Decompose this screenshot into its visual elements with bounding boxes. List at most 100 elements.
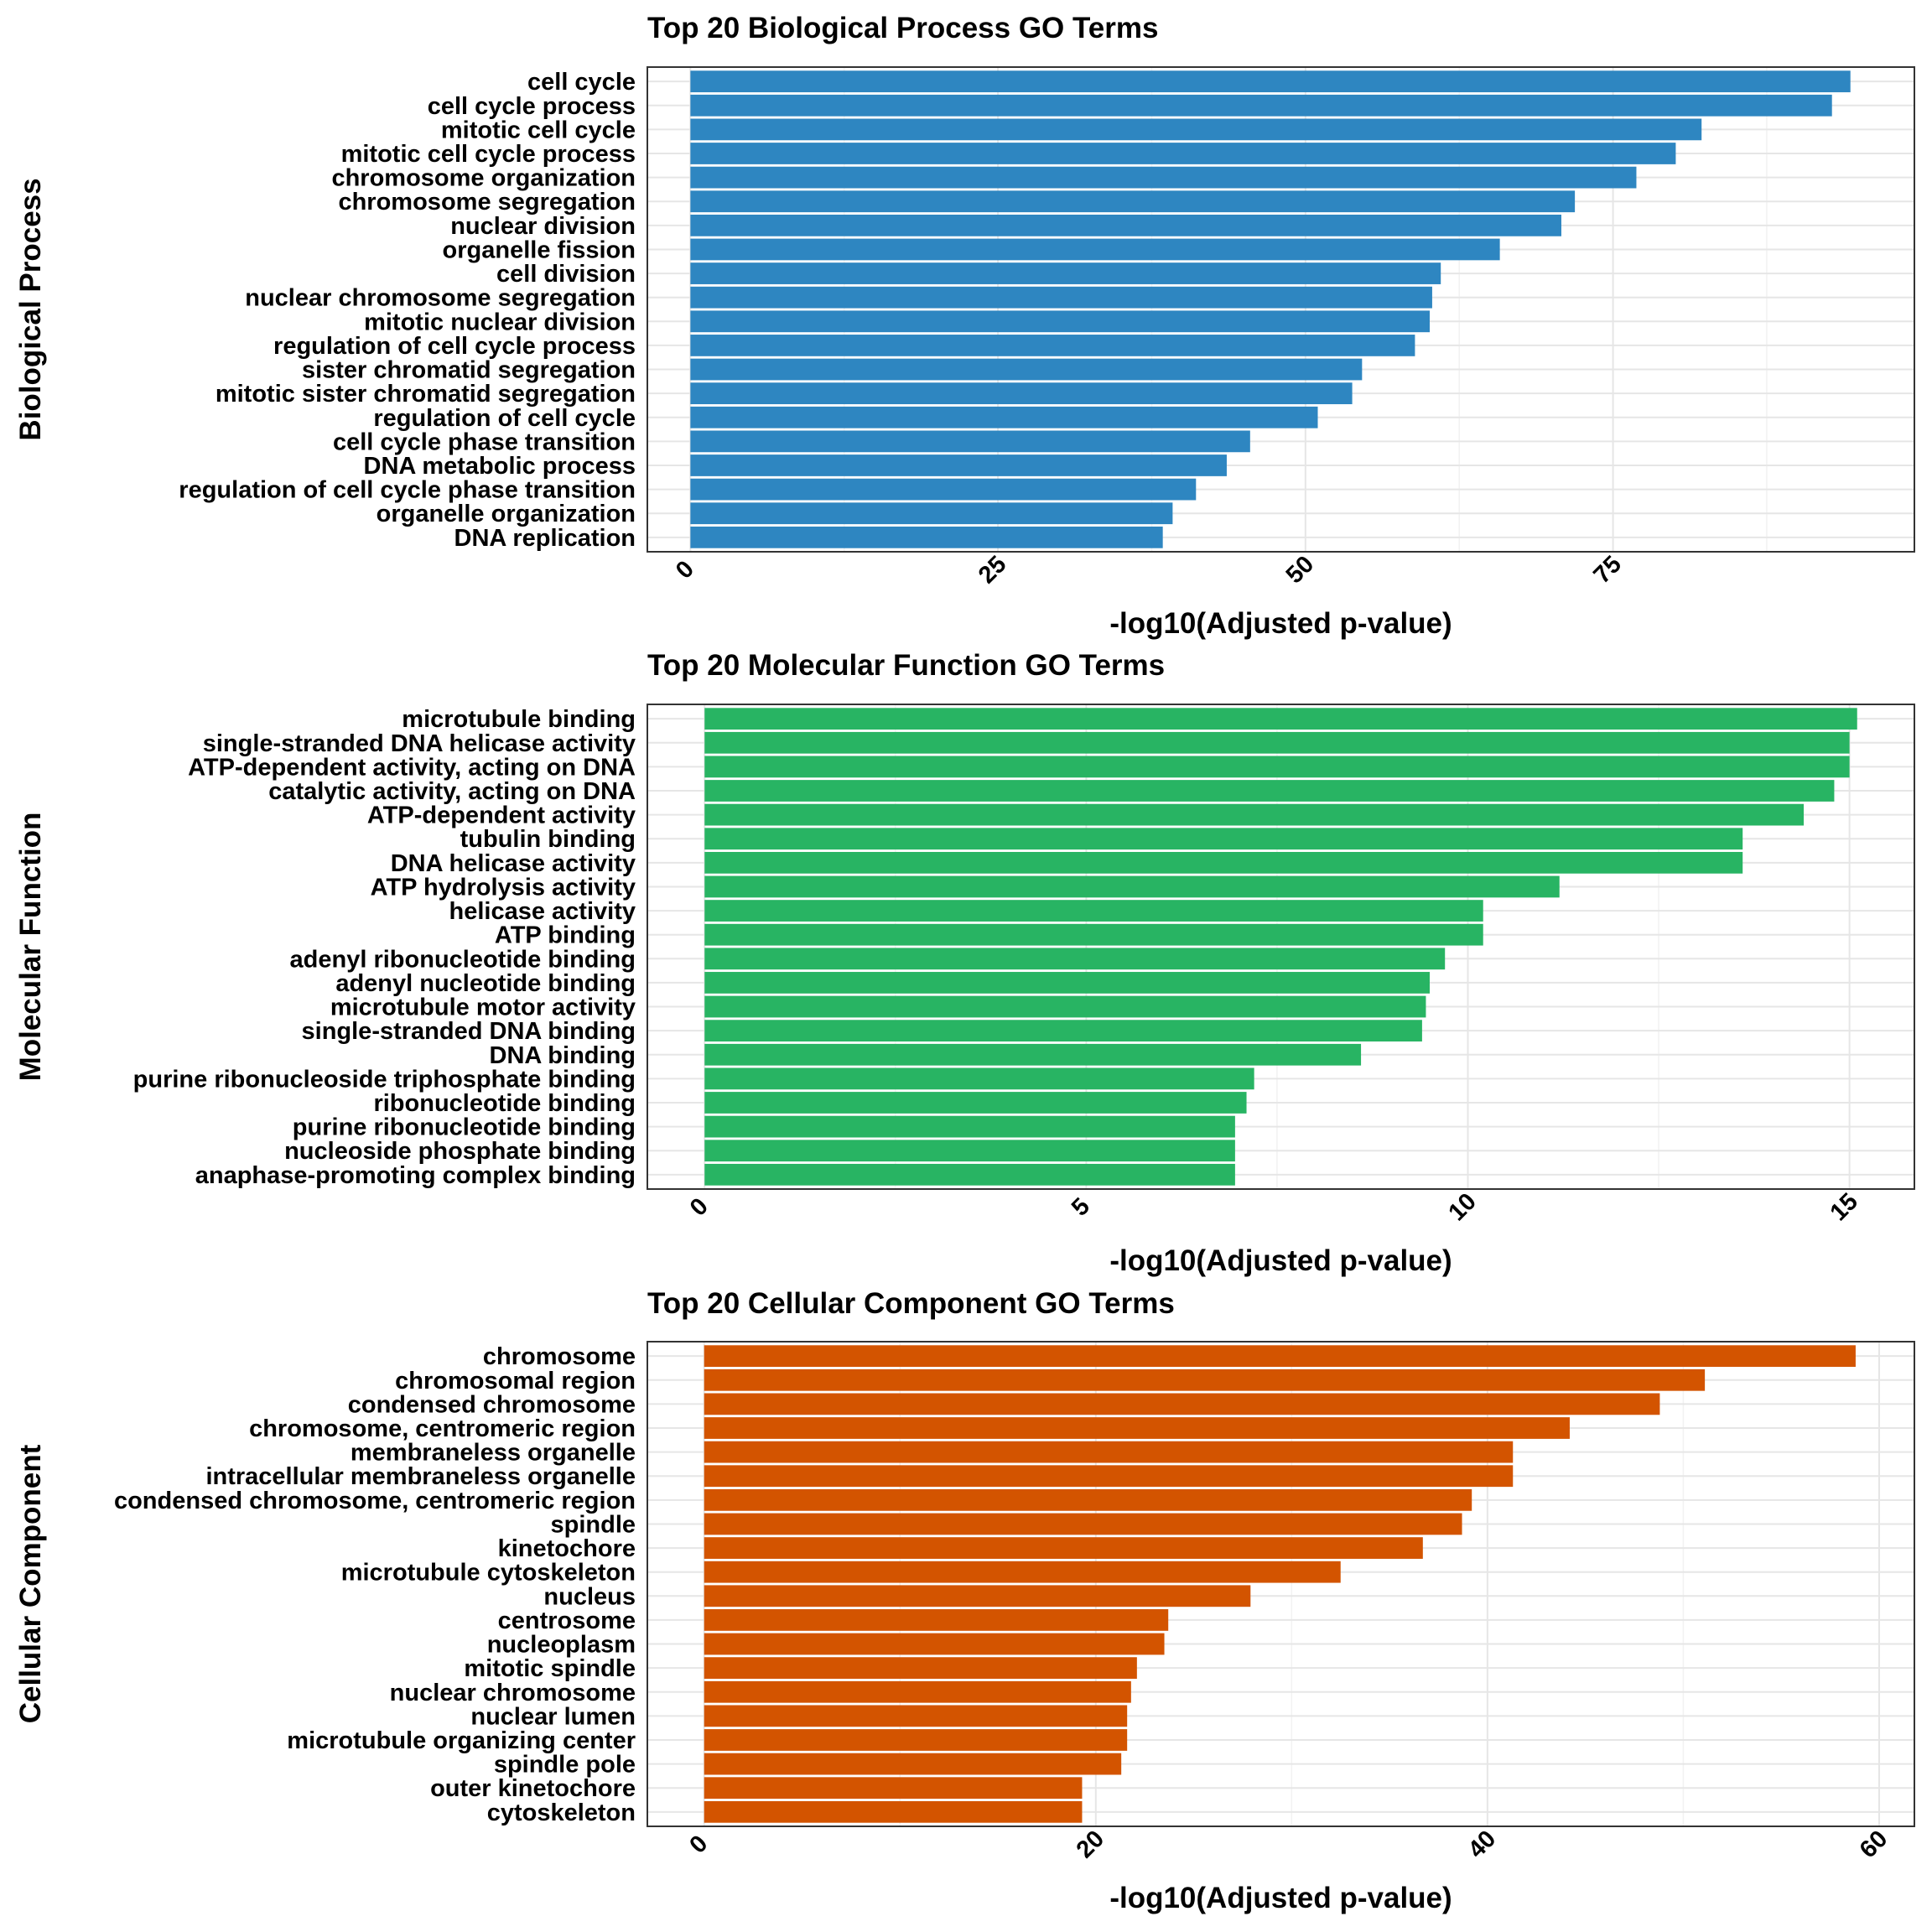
bar <box>704 1561 1341 1583</box>
bar <box>704 1393 1660 1415</box>
category-label: organelle organization <box>377 501 636 527</box>
bar <box>704 780 1835 802</box>
bar <box>690 382 1353 405</box>
category-label: anaphase-promoting complex binding <box>195 1162 636 1189</box>
y-axis-label: Cellular Component <box>14 1444 47 1723</box>
bar <box>704 1800 1083 1823</box>
bar <box>704 1513 1462 1535</box>
category-label: regulation of cell cycle <box>373 405 636 432</box>
bar <box>704 995 1426 1018</box>
bar <box>704 1729 1128 1751</box>
category-label: mitotic sister chromatid segregation <box>216 381 636 408</box>
bar <box>690 94 1832 117</box>
category-label: mitotic nuclear division <box>364 309 636 335</box>
x-tick-label: 5 <box>1067 1193 1095 1222</box>
x-axis-label: -log10(Adjusted p-value) <box>1109 1244 1452 1277</box>
category-label: chromosome organization <box>331 165 636 192</box>
category-label: microtubule organizing center <box>287 1727 636 1754</box>
category-label: DNA replication <box>454 525 636 552</box>
x-tick-label: 50 <box>1281 551 1319 589</box>
category-label: regulation of cell cycle phase transitio… <box>179 477 636 504</box>
category-label: intracellular membraneless organelle <box>205 1463 636 1490</box>
x-tick-label: 20 <box>1072 1826 1109 1863</box>
category-label: adenyl ribonucleotide binding <box>290 946 636 973</box>
bar <box>690 335 1415 356</box>
bar <box>704 851 1743 874</box>
category-label: nucleoplasm <box>487 1632 636 1659</box>
panel-border <box>647 66 1915 553</box>
chart-title: Top 20 Molecular Function GO Terms <box>647 649 1165 682</box>
category-label: nuclear chromosome <box>390 1680 636 1706</box>
category-label: nuclear chromosome segregation <box>245 285 636 312</box>
category-label: DNA binding <box>490 1042 636 1069</box>
bar <box>704 1753 1122 1775</box>
bar <box>704 1680 1131 1703</box>
category-label: chromosomal region <box>395 1368 636 1394</box>
category-label: purine ribonucleotide binding <box>293 1114 636 1141</box>
bar <box>690 238 1500 261</box>
bar <box>704 1465 1514 1488</box>
bar <box>704 1777 1083 1800</box>
bar <box>704 1441 1514 1463</box>
bar <box>690 430 1250 453</box>
bar <box>690 358 1363 381</box>
category-label: nuclear lumen <box>470 1703 636 1730</box>
bar <box>704 1633 1165 1655</box>
category-label: centrosome <box>498 1607 636 1634</box>
bar <box>704 1609 1169 1631</box>
bar <box>690 70 1851 93</box>
chart-title: Top 20 Cellular Component GO Terms <box>647 1287 1175 1320</box>
category-label: spindle <box>550 1511 636 1538</box>
category-label: single-stranded DNA binding <box>302 1018 636 1045</box>
x-axis-label: -log10(Adjusted p-value) <box>1109 607 1452 640</box>
category-label: kinetochore <box>498 1535 636 1562</box>
category-label: spindle pole <box>494 1752 636 1779</box>
bar <box>704 1368 1706 1391</box>
bar <box>704 1115 1235 1138</box>
bar <box>690 190 1576 213</box>
x-tick-label: 75 <box>1589 551 1627 589</box>
category-label: sister chromatid segregation <box>302 357 636 384</box>
category-label: cell cycle process <box>428 93 636 120</box>
bar <box>704 1417 1570 1439</box>
category-label: ATP binding <box>495 922 636 949</box>
x-tick-label: 25 <box>974 551 1011 589</box>
category-label: chromosome segregation <box>338 189 636 216</box>
bar <box>690 478 1197 501</box>
panel-border <box>647 1341 1915 1827</box>
category-label: mitotic cell cycle process <box>341 141 636 168</box>
x-tick-label: 0 <box>684 1831 713 1859</box>
category-label: cell cycle phase transition <box>333 428 636 455</box>
x-tick-label: 10 <box>1443 1188 1481 1226</box>
category-label: mitotic cell cycle <box>441 117 636 143</box>
bar <box>704 1043 1362 1066</box>
category-label: condensed chromosome <box>348 1391 636 1418</box>
category-label: purine ribonucleoside triphosphate bindi… <box>133 1066 636 1093</box>
panel-border <box>647 704 1915 1190</box>
category-label: ribonucleotide binding <box>373 1090 636 1117</box>
bar <box>704 1488 1472 1511</box>
bar <box>704 1092 1247 1114</box>
category-label: single-stranded DNA helicase activity <box>203 730 636 757</box>
category-label: nucleus <box>543 1583 636 1610</box>
bar <box>704 756 1850 778</box>
bar <box>704 900 1483 922</box>
bar <box>704 1067 1254 1090</box>
bar <box>690 214 1561 236</box>
bar <box>690 406 1318 428</box>
bar <box>704 923 1483 946</box>
chart-title: Top 20 Biological Process GO Terms <box>647 12 1158 44</box>
category-label: ATP-dependent activity <box>367 802 636 829</box>
category-label: condensed chromosome, centromeric region <box>114 1488 636 1514</box>
category-label: ATP-dependent activity, acting on DNA <box>188 754 636 781</box>
x-tick-label: 40 <box>1463 1826 1501 1863</box>
x-axis-label: -log10(Adjusted p-value) <box>1109 1882 1452 1914</box>
y-axis-label: Molecular Function <box>14 813 47 1082</box>
category-label: chromosome <box>483 1343 636 1370</box>
bar <box>690 526 1163 548</box>
bar <box>690 143 1676 164</box>
bar <box>704 1705 1128 1727</box>
bar <box>704 731 1850 754</box>
